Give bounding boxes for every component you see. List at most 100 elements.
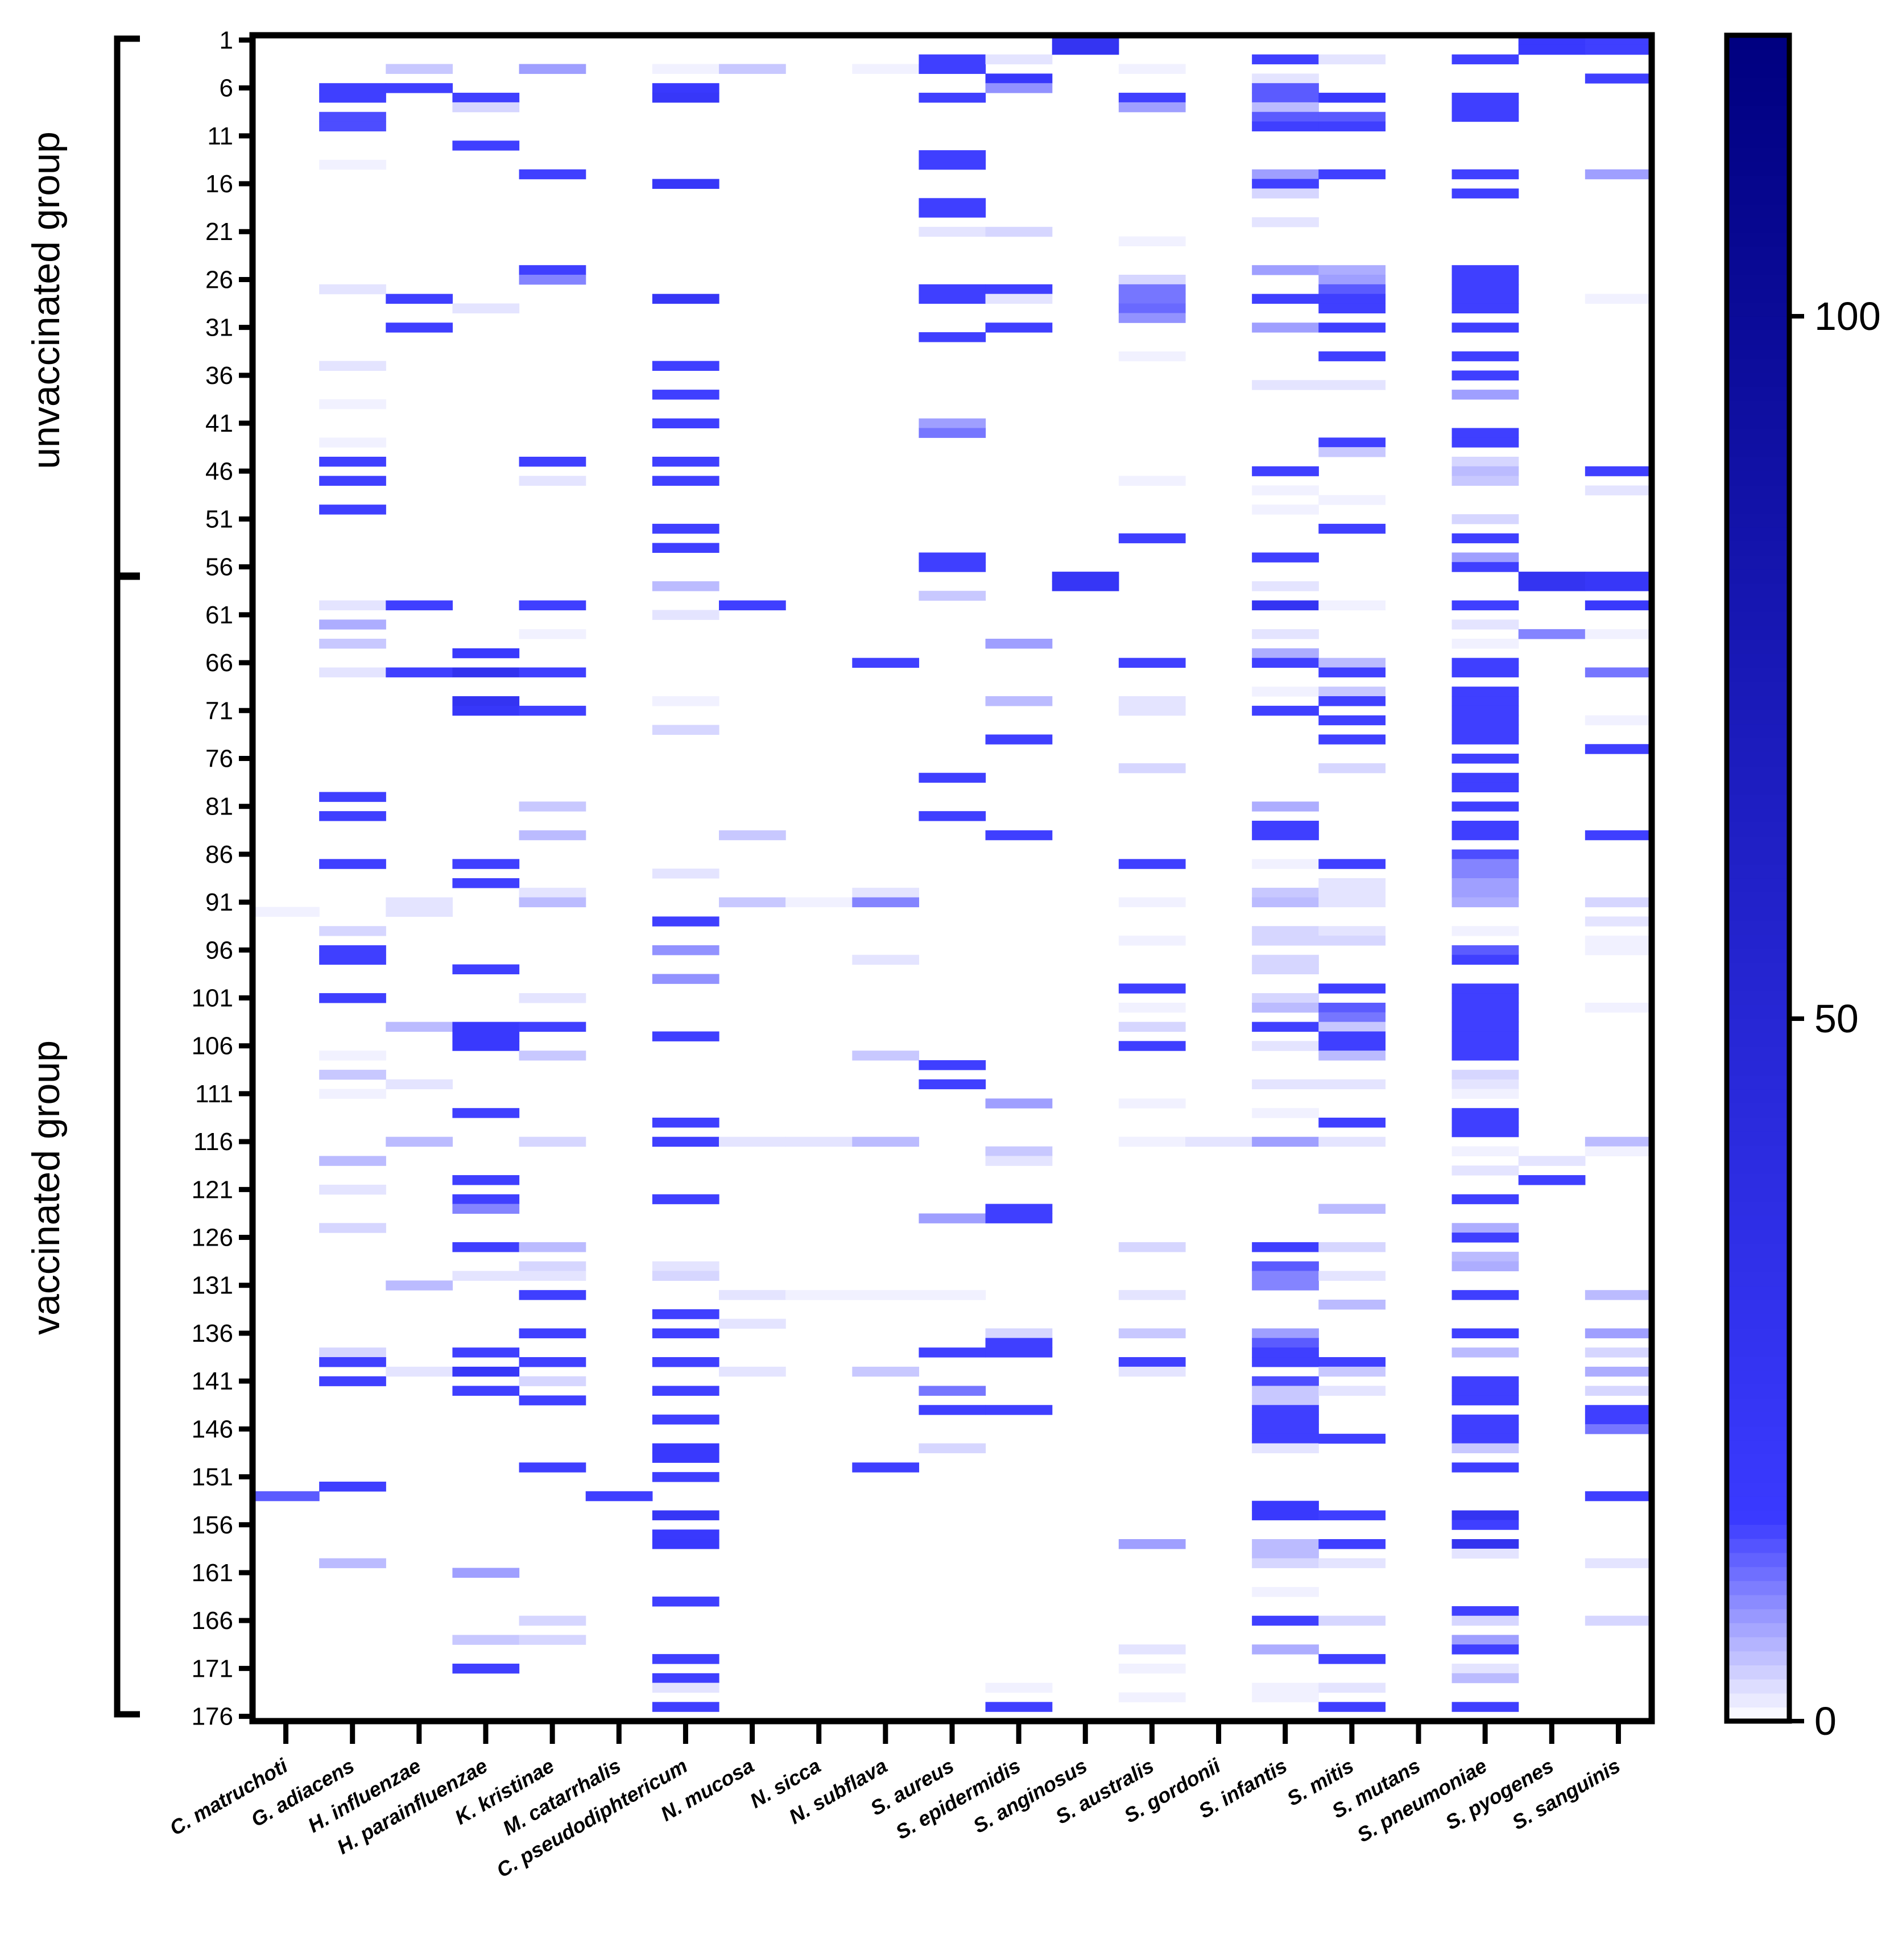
heatmap-cell — [1318, 667, 1386, 677]
heatmap-cell — [719, 600, 786, 611]
heatmap-cell — [319, 619, 386, 630]
y-tick-label: 11 — [207, 122, 233, 150]
heatmap-cell — [1451, 1395, 1519, 1405]
heatmap-cell — [1451, 696, 1519, 706]
heatmap-cell — [1252, 1682, 1319, 1693]
heatmap-cell — [1451, 993, 1519, 1003]
heatmap-cell — [452, 667, 520, 677]
colorbar-segment — [1727, 878, 1789, 893]
colorbar-segment — [1727, 695, 1789, 710]
colorbar-segment — [1727, 766, 1789, 780]
heatmap-cell — [452, 93, 520, 103]
heatmap-cell — [452, 1366, 520, 1377]
heatmap-cell — [1252, 1405, 1319, 1415]
heatmap-cell — [1252, 820, 1319, 831]
heatmap-cell — [1252, 1386, 1319, 1396]
heatmap-cell — [1252, 466, 1319, 477]
heatmap-cell — [1118, 897, 1186, 908]
heatmap-cell — [1252, 1338, 1319, 1348]
heatmap-cell — [1318, 169, 1386, 180]
colorbar-segment — [1727, 218, 1789, 233]
heatmap-cell — [1451, 1079, 1519, 1090]
colorbar-segment — [1727, 948, 1789, 963]
group-bracket-unvaccinated — [114, 35, 140, 579]
y-tick-label: 101 — [192, 985, 233, 1012]
heatmap-cell — [652, 1654, 719, 1664]
heatmap-cell — [652, 93, 719, 103]
heatmap-cell — [1318, 1702, 1386, 1712]
heatmap-cell — [1318, 1433, 1386, 1444]
y-tick-label: 146 — [192, 1415, 233, 1443]
heatmap-cell — [1318, 1012, 1386, 1023]
colorbar-segment — [1727, 49, 1789, 64]
heatmap-cell — [985, 1682, 1053, 1693]
heatmap-cell — [1451, 93, 1519, 103]
heatmap-cell — [985, 1146, 1053, 1156]
colorbar-segment — [1727, 1623, 1789, 1638]
y-tick-label: 16 — [205, 170, 233, 198]
colorbar-segment — [1727, 822, 1789, 837]
heatmap-cell — [652, 83, 719, 93]
colorbar-segment — [1727, 260, 1789, 275]
colorbar-segment — [1727, 1047, 1789, 1061]
heatmap-cell — [919, 1386, 986, 1396]
heatmap-cell — [919, 54, 986, 65]
heatmap-cell — [1252, 217, 1319, 228]
heatmap-cell — [652, 916, 719, 927]
heatmap-cell — [452, 705, 520, 716]
colorbar-segment — [1727, 850, 1789, 865]
heatmap-cell — [1451, 820, 1519, 831]
heatmap-cell — [852, 1136, 920, 1147]
heatmap-cell — [1451, 1462, 1519, 1473]
y-tick-label: 131 — [192, 1272, 233, 1300]
heatmap-cell — [386, 1022, 453, 1032]
y-tick-label: 26 — [205, 266, 233, 293]
y-tick-label: 91 — [205, 888, 233, 916]
y-tick-label: 116 — [193, 1128, 233, 1156]
y-tick-label: 141 — [192, 1367, 233, 1395]
heatmap-cell — [1318, 936, 1386, 946]
heatmap-cell — [1585, 600, 1652, 611]
heatmap-cell — [1451, 782, 1519, 793]
heatmap-cell — [1451, 370, 1519, 381]
heatmap-cell — [519, 705, 586, 716]
heatmap-cell — [1252, 111, 1319, 122]
heatmap-cell — [652, 1194, 719, 1205]
colorbar-segment — [1727, 119, 1789, 134]
colorbar-segment — [1727, 1412, 1789, 1427]
heatmap-cell — [1451, 284, 1519, 295]
heatmap-cell — [919, 64, 986, 74]
heatmap-cell — [652, 1031, 719, 1041]
colorbar-segment — [1727, 176, 1789, 191]
heatmap-cell — [319, 1051, 386, 1061]
colorbar-segment — [1727, 77, 1789, 92]
heatmap-cell — [1451, 1194, 1519, 1205]
heatmap-cell — [386, 1280, 453, 1291]
colorbar-segment — [1727, 1510, 1789, 1525]
heatmap-cell — [1585, 1136, 1652, 1147]
heatmap-cell — [985, 1213, 1053, 1223]
y-tick-label: 86 — [205, 841, 233, 869]
heatmap-cell — [1318, 1136, 1386, 1147]
heatmap-cell — [1252, 1500, 1319, 1511]
heatmap-cell — [1451, 667, 1519, 677]
heatmap-cell — [1252, 1108, 1319, 1118]
heatmap-cell — [319, 361, 386, 371]
heatmap-cell — [652, 1309, 719, 1320]
colorbar: 0 50 100 — [1724, 32, 1881, 1743]
y-tick-label: 121 — [192, 1176, 233, 1204]
colorbar-segment — [1727, 105, 1789, 120]
heatmap-cell — [1118, 93, 1186, 103]
heatmap-cell — [1252, 1079, 1319, 1090]
heatmap-cell — [1252, 1510, 1319, 1520]
heatmap-cell — [1518, 629, 1586, 639]
heatmap-cell — [1451, 1165, 1519, 1176]
heatmap-cell — [1451, 1644, 1519, 1655]
heatmap-cell — [652, 581, 719, 592]
heatmap-cell — [1451, 1424, 1519, 1434]
heatmap-cell — [1318, 1031, 1386, 1041]
heatmap-cell — [1252, 936, 1319, 946]
heatmap-cell — [852, 658, 920, 668]
heatmap-cell — [1252, 1433, 1319, 1444]
group-label-unvaccinated: unvaccinated group — [24, 131, 68, 469]
